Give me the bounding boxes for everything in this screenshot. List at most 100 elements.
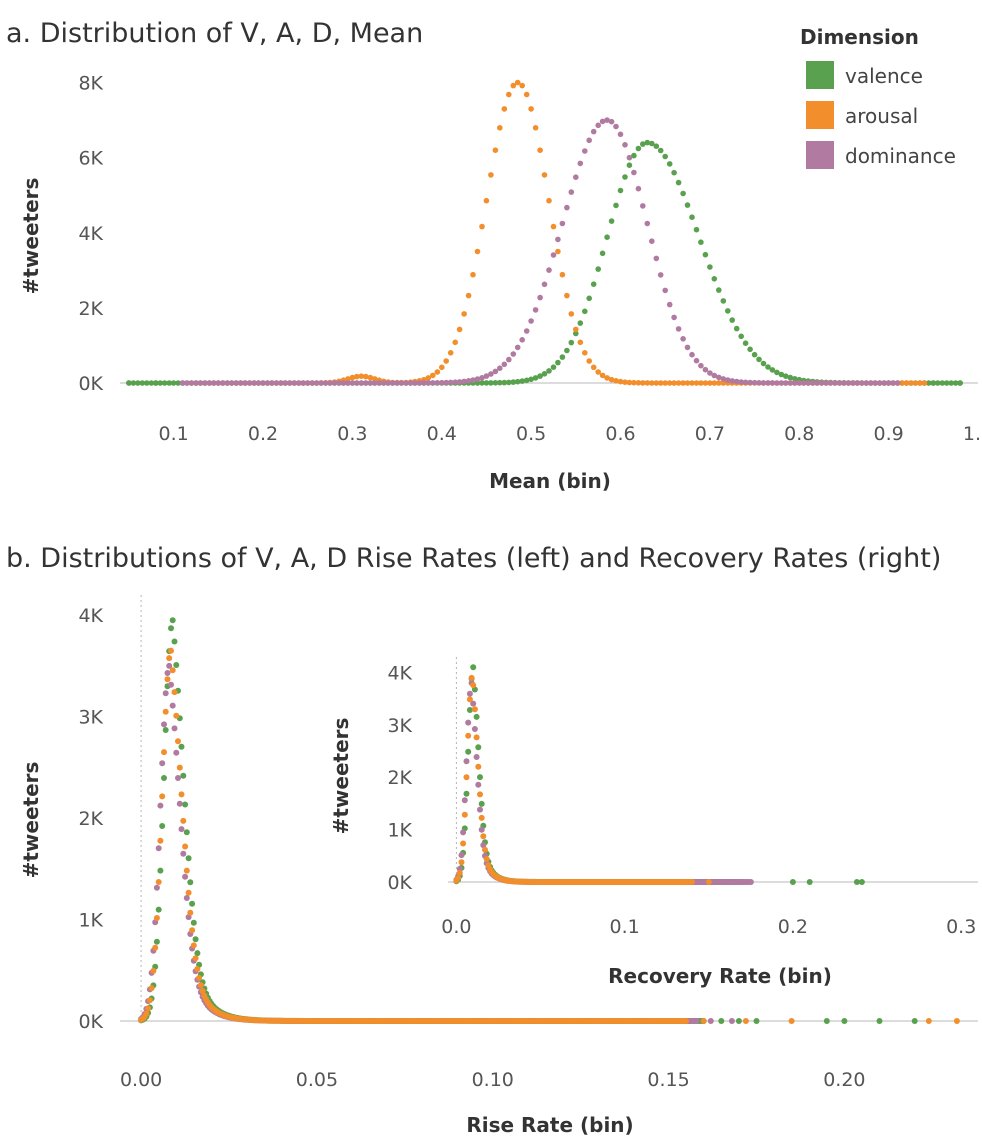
mean-point-dominance — [407, 380, 414, 386]
mean-point-dominance — [809, 380, 816, 386]
mean-point-dominance — [358, 380, 365, 386]
mean-point-valence — [720, 298, 727, 304]
mean-point-dominance — [649, 238, 655, 244]
rise-point-dominance — [693, 1018, 700, 1024]
rise-point-dominance — [169, 702, 176, 709]
mean-point-dominance — [760, 380, 767, 386]
mean-point-dominance — [242, 380, 248, 386]
mean-point-valence — [702, 251, 709, 258]
mean-point-valence — [492, 380, 499, 386]
mean-ytick-label: 0K — [78, 373, 103, 395]
mean-point-dominance — [206, 380, 213, 386]
legend-title: Dimension — [800, 25, 919, 49]
recovery-point-dominance — [478, 826, 485, 833]
mean-outlier-dominance — [179, 380, 186, 386]
mean-point-arousal — [622, 379, 628, 386]
mean-point-valence — [497, 379, 503, 386]
mean-point-dominance — [644, 220, 651, 227]
mean-xtick-label: 0.6 — [605, 423, 635, 445]
recovery-point-dominance — [473, 754, 480, 760]
mean-point-dominance — [251, 380, 257, 386]
mean-point-valence — [541, 371, 548, 377]
mean-point-dominance — [595, 122, 601, 129]
recovery-outlier-arousal — [705, 879, 712, 885]
mean-point-dominance — [269, 380, 275, 386]
recovery-point-dominance — [465, 719, 472, 726]
mean-point-valence — [666, 161, 673, 167]
mean-point-arousal — [649, 380, 655, 386]
mean-point-dominance — [796, 380, 803, 386]
mean-point-arousal — [479, 223, 485, 230]
rise-ytick-label: 2K — [78, 808, 103, 830]
mean-xtick-label: 0.7 — [695, 423, 725, 445]
mean-point-arousal — [698, 380, 704, 386]
mean-point-dominance — [474, 376, 481, 382]
mean-point-dominance — [711, 372, 718, 379]
rise-point-arousal — [197, 982, 204, 989]
mean-point-valence — [510, 379, 517, 385]
mean-point-arousal — [358, 373, 365, 380]
mean-point-valence — [528, 376, 534, 383]
mean-ytick-label: 8K — [78, 73, 103, 95]
recovery-point-dominance — [466, 690, 473, 697]
mean-point-dominance — [814, 380, 820, 386]
mean-point-dominance — [224, 380, 231, 386]
recovery-point-arousal — [460, 840, 467, 847]
recovery-point-dominance — [458, 852, 465, 859]
rise-point-arousal — [196, 974, 203, 981]
mean-point-dominance — [282, 380, 289, 386]
rise-ytick-label: 0K — [78, 1011, 103, 1033]
mean-point-dominance — [479, 375, 485, 381]
rise-point-dominance — [166, 662, 173, 669]
mean-point-arousal — [523, 91, 530, 98]
mean-point-dominance — [376, 380, 383, 386]
mean-point-valence — [716, 287, 722, 293]
mean-point-arousal — [899, 380, 905, 386]
mean-point-dominance — [514, 344, 521, 351]
mean-point-valence — [657, 147, 664, 154]
mean-point-dominance — [452, 379, 459, 386]
mean-point-valence — [774, 369, 780, 376]
mean-point-valence — [555, 359, 561, 366]
recovery-point-arousal — [466, 696, 473, 703]
rise-xtick-label: 0.00 — [120, 1069, 162, 1091]
mean-point-dominance — [872, 380, 878, 386]
recovery-point-arousal — [468, 674, 475, 681]
mean-point-arousal — [577, 339, 584, 346]
mean-point-dominance — [608, 118, 615, 125]
rise-point-arousal — [192, 955, 199, 962]
mean-point-dominance — [675, 326, 682, 332]
rise-point-dominance — [164, 670, 171, 676]
legend-label-valence: valence — [845, 64, 923, 88]
mean-point-arousal — [595, 369, 601, 375]
mean-point-dominance — [738, 379, 744, 385]
mean-point-dominance — [617, 131, 624, 138]
mean-point-dominance — [747, 379, 753, 386]
mean-point-arousal — [461, 311, 467, 317]
mean-point-valence — [532, 375, 539, 381]
mean-point-valence — [157, 380, 163, 386]
rise-point-valence — [182, 801, 189, 808]
mean-xtick-label: 0.9 — [874, 423, 904, 445]
mean-point-dominance — [193, 380, 199, 386]
rise-point-arousal — [199, 988, 206, 994]
mean-outlier-valence — [930, 380, 937, 386]
mean-point-dominance — [733, 378, 740, 385]
mean-point-valence — [675, 179, 682, 186]
rise-point-arousal — [164, 676, 171, 683]
mean-point-valence — [144, 380, 150, 386]
rise-point-dominance — [153, 884, 160, 891]
mean-point-arousal — [537, 147, 543, 153]
mean-point-arousal — [590, 364, 597, 371]
mean-point-dominance — [805, 380, 811, 386]
mean-point-valence — [943, 380, 950, 386]
rise-point-arousal — [194, 966, 201, 972]
mean-point-valence — [649, 140, 655, 147]
rise-point-arousal — [168, 647, 174, 654]
recovery-point-valence — [470, 664, 477, 671]
recovery-point-valence — [465, 748, 472, 755]
mean-point-dominance — [885, 380, 892, 386]
mean-point-dominance — [443, 379, 450, 386]
mean-point-arousal — [684, 380, 691, 386]
